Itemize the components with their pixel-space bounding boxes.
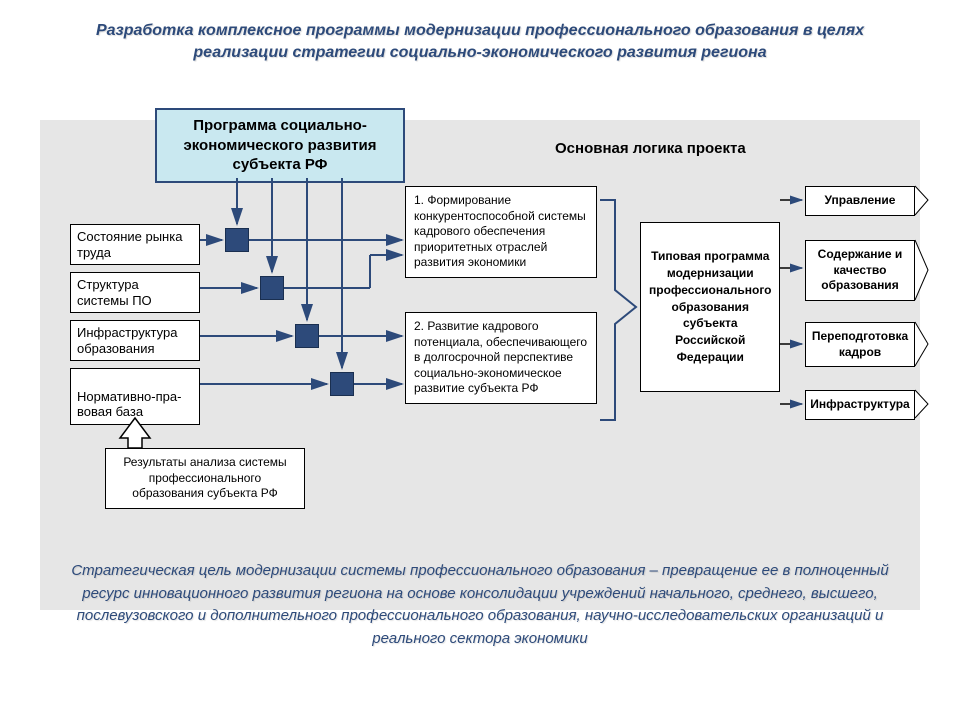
output-4: Инфраструктура <box>805 390 915 420</box>
input-label-4: Нормативно-пра- вовая база <box>70 368 200 425</box>
output-1: Управление <box>805 186 915 216</box>
block-2: 2. Развитие кадрового потенциала, обеспе… <box>405 312 597 404</box>
blue-square-1 <box>225 228 249 252</box>
block-1: 1. Формирование конкурентоспособной сист… <box>405 186 597 278</box>
typical-program-box: Типовая программа модернизации профессио… <box>640 222 780 392</box>
output-2: Содержание и качество образования <box>805 240 915 301</box>
input-label-1: Состояние рынка труда <box>70 224 200 265</box>
input-label-2: Структура системы ПО <box>70 272 200 313</box>
blue-square-4 <box>330 372 354 396</box>
blue-square-3 <box>295 324 319 348</box>
page-title: Разработка комплексное программы модерни… <box>60 20 900 65</box>
results-box: Результаты анализа системы профессиональ… <box>105 448 305 509</box>
program-box: Программа социально- экономического разв… <box>155 108 405 183</box>
blue-square-2 <box>260 276 284 300</box>
output-3: Переподготовка кадров <box>805 322 915 367</box>
strategic-goal: Стратегическая цель модернизации системы… <box>50 560 910 650</box>
input-label-3: Инфраструктура образования <box>70 320 200 361</box>
program-box-text: Программа социально- экономического разв… <box>183 117 376 173</box>
logic-label: Основная логика проекта <box>555 140 746 157</box>
